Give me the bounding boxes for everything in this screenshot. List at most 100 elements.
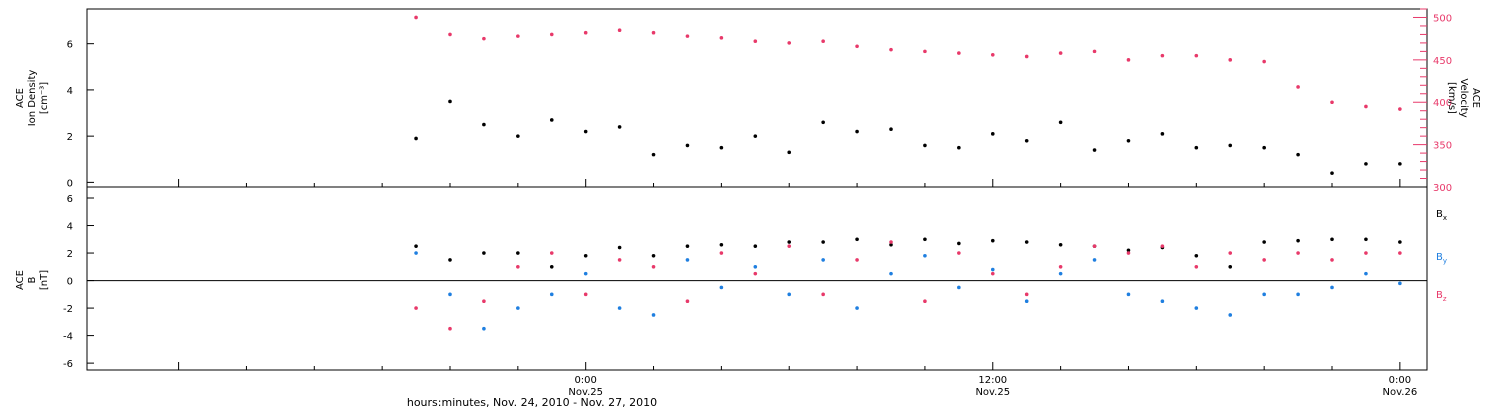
ion-density-point	[1092, 148, 1097, 152]
bbz-point	[1194, 265, 1199, 269]
velocity-point	[957, 51, 961, 55]
density-axis-ticks: 0 2 4 6	[67, 40, 94, 189]
velocity-axis-label-line2: Velocity	[1458, 78, 1469, 117]
field-axis-ticks: -6 -4 -2 0 2 4 6	[63, 194, 94, 370]
velocity-tick-label: 300	[1433, 183, 1452, 194]
density-axis-label-line3: [cm⁻³]	[39, 82, 50, 114]
ion-density-point	[1126, 138, 1131, 143]
density-tick-label: 2	[67, 132, 73, 143]
time-axis-title: hours:minutes, Nov. 24, 2010 - Nov. 27, …	[407, 396, 657, 409]
date-tick-label: Nov.25	[975, 387, 1010, 398]
density-axis-label-line2: Ion Density	[27, 70, 38, 127]
bbx-point	[753, 244, 758, 248]
ion-density-point	[753, 134, 758, 138]
bbx-point	[583, 253, 588, 258]
bbz-point	[549, 251, 554, 255]
bby-point	[685, 258, 690, 262]
density-velocity-points	[414, 15, 1402, 175]
bbx-point	[1024, 240, 1029, 244]
ion-density-point	[787, 150, 792, 155]
ion-density-point	[821, 120, 825, 125]
ion-density-point	[549, 118, 554, 122]
bbx-point	[821, 240, 825, 244]
field-axis-label-line1: ACE	[15, 270, 26, 290]
field-tick-label: 4	[67, 222, 73, 233]
ion-density-point	[1024, 138, 1029, 143]
bbz-point	[957, 251, 961, 255]
bbx-point	[1126, 248, 1131, 253]
velocity-tick-label: 350	[1433, 141, 1452, 152]
bbz-point	[855, 258, 859, 262]
velocity-series	[414, 15, 1402, 111]
ion-density-point	[516, 134, 520, 138]
legend-base: B	[1436, 209, 1443, 220]
bbz-point	[821, 292, 825, 297]
legend-base: B	[1436, 290, 1443, 301]
ion-density-point	[414, 136, 418, 141]
density-axis-label-line1: ACE	[15, 88, 26, 108]
bby-point	[1296, 292, 1300, 297]
ion-density-series	[414, 99, 1402, 175]
bbz-point	[1330, 258, 1334, 262]
ion-density-point	[448, 99, 452, 104]
bbz-point	[414, 306, 418, 310]
velocity-point	[482, 36, 486, 41]
bbx-point	[685, 244, 690, 248]
bby-point	[549, 292, 554, 297]
bby-point	[821, 258, 825, 262]
bby-point	[1160, 299, 1165, 304]
bbz-point	[516, 265, 520, 269]
velocity-point	[821, 39, 825, 44]
ion-density-point	[990, 132, 995, 136]
legend-subscript: x	[1443, 214, 1447, 222]
bbx-point	[719, 242, 724, 247]
ion-density-point	[855, 129, 859, 134]
velocity-point	[1296, 85, 1300, 89]
velocity-point	[719, 36, 724, 40]
bbx-point	[1228, 265, 1233, 269]
bbz-point	[1398, 251, 1402, 255]
bbx-point	[855, 237, 859, 242]
bby-point	[482, 326, 486, 331]
field-tick-label: 0	[67, 277, 73, 288]
velocity-point	[1364, 104, 1368, 109]
ion-density-point	[1398, 162, 1402, 166]
bbz-point	[448, 326, 452, 331]
bbx-point	[1296, 238, 1300, 243]
density-tick-label: 6	[67, 40, 73, 51]
density-velocity-panel: 0 2 4 6 300 350 400 450 500 ACE Ion Density [cm…	[15, 8, 1481, 194]
ion-density-point	[957, 145, 961, 150]
bbz-point	[1262, 258, 1266, 262]
bby-point	[583, 271, 588, 276]
bbz-series	[414, 240, 1402, 331]
ion-density-point	[1058, 120, 1063, 125]
bby-point	[651, 313, 656, 317]
ion-density-point	[923, 143, 927, 148]
bbx-series	[414, 237, 1402, 269]
velocity-point	[1194, 53, 1199, 58]
bby-point	[1330, 285, 1334, 290]
velocity-point	[923, 49, 927, 54]
bbx-point	[889, 242, 893, 247]
ion-density-point	[685, 143, 690, 148]
bbx-point	[516, 251, 520, 255]
velocity-point	[1330, 100, 1334, 105]
ion-density-point	[1364, 162, 1368, 166]
bbx-point	[448, 258, 452, 262]
bby-point	[1262, 292, 1266, 297]
legend-subscript: z	[1443, 295, 1447, 303]
bby-point	[787, 292, 792, 297]
bbz-point	[583, 292, 588, 297]
top-panel-frame	[86, 8, 1428, 188]
bbx-point	[957, 241, 961, 246]
bbx-point	[482, 251, 486, 255]
bby-point	[516, 306, 520, 310]
bby-point	[957, 285, 961, 290]
bbz-point	[1024, 292, 1029, 297]
velocity-point	[1228, 58, 1233, 62]
bby-series	[414, 251, 1402, 331]
velocity-point	[1058, 51, 1063, 55]
velocity-point	[990, 52, 995, 57]
bbz-point	[685, 299, 690, 304]
bbz-point	[482, 299, 486, 304]
